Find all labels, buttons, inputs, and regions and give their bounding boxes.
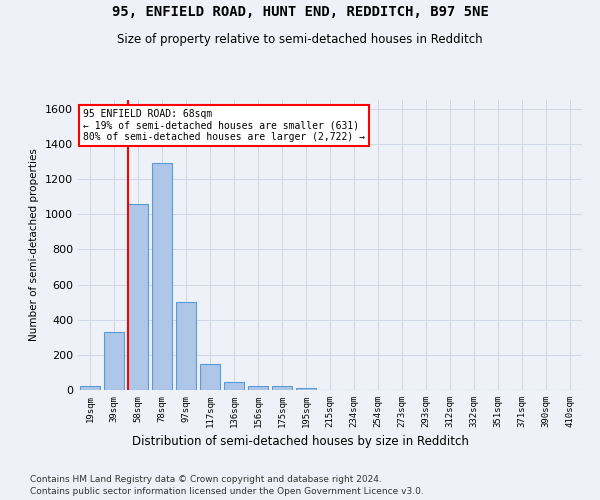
Bar — [248, 386, 268, 390]
Bar — [176, 302, 196, 390]
Text: Contains HM Land Registry data © Crown copyright and database right 2024.: Contains HM Land Registry data © Crown c… — [30, 475, 382, 484]
Text: 95, ENFIELD ROAD, HUNT END, REDDITCH, B97 5NE: 95, ENFIELD ROAD, HUNT END, REDDITCH, B9… — [112, 5, 488, 19]
Bar — [128, 204, 148, 390]
Text: Distribution of semi-detached houses by size in Redditch: Distribution of semi-detached houses by … — [131, 435, 469, 448]
Bar — [296, 388, 316, 390]
Text: Size of property relative to semi-detached houses in Redditch: Size of property relative to semi-detach… — [117, 32, 483, 46]
Text: Contains public sector information licensed under the Open Government Licence v3: Contains public sector information licen… — [30, 488, 424, 496]
Bar — [152, 164, 172, 390]
Text: 95 ENFIELD ROAD: 68sqm
← 19% of semi-detached houses are smaller (631)
80% of se: 95 ENFIELD ROAD: 68sqm ← 19% of semi-det… — [83, 108, 365, 142]
Bar — [80, 386, 100, 390]
Bar — [104, 332, 124, 390]
Bar — [224, 382, 244, 390]
Bar — [272, 386, 292, 390]
Bar — [200, 364, 220, 390]
Y-axis label: Number of semi-detached properties: Number of semi-detached properties — [29, 148, 40, 342]
